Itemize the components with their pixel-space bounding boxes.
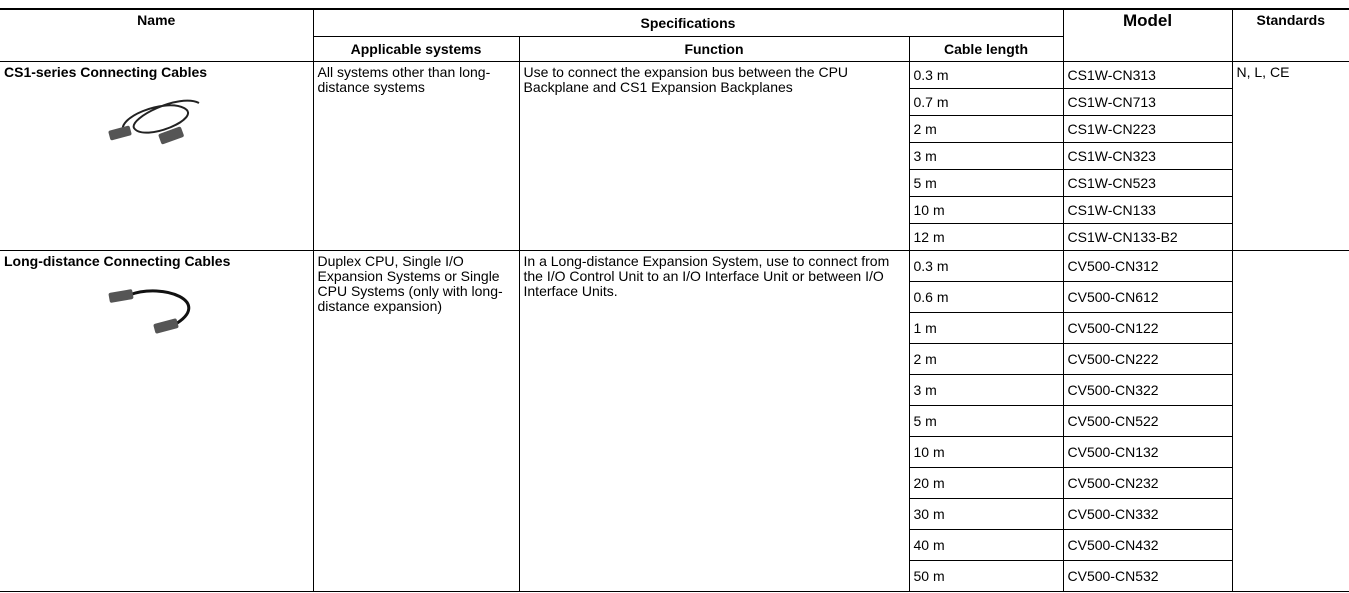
cable-image	[108, 289, 191, 334]
model: CV500-CN232	[1062, 467, 1232, 499]
table-row: 12 m CS1W-CN133-B2	[0, 223, 1349, 251]
table-row: 5 m CS1W-CN523	[0, 169, 1349, 197]
cable-length: 2 m	[908, 343, 1063, 375]
cable-length: 0.3 m	[908, 250, 1063, 282]
table-row: 30 m CV500-CN332	[0, 498, 1349, 530]
cable-image	[108, 99, 200, 145]
header-cell: Name	[0, 8, 313, 62]
header-cell: Model	[1062, 8, 1232, 62]
cable-length: 0.7 m	[908, 88, 1063, 116]
model: CV500-CN312	[1062, 250, 1232, 282]
cable-length: 0.3 m	[908, 61, 1063, 89]
model: CV500-CN612	[1062, 281, 1232, 313]
model: CS1W-CN323	[1062, 142, 1232, 170]
product-name-text: Long-distance Connecting Cables	[4, 253, 231, 269]
model: CS1W-CN133	[1062, 196, 1232, 224]
table-row: Long-distance Connecting Cables Duplex CP…	[0, 250, 1349, 592]
header-cell: Standards	[1231, 8, 1349, 62]
table-row: 10 m CV500-CN132	[0, 436, 1349, 468]
cable-length: 10 m	[908, 436, 1063, 468]
model: CV500-CN132	[1062, 436, 1232, 468]
table-row: 2 m CS1W-CN223	[0, 115, 1349, 143]
table-row: CS1-series Connecting Cables All systems …	[0, 61, 1349, 251]
cable-length: 40 m	[908, 529, 1063, 561]
table-row: 10 m CS1W-CN133	[0, 196, 1349, 224]
cable-length: 30 m	[908, 498, 1063, 530]
applicable-systems: All systems other than long-distance sys…	[312, 61, 519, 251]
model: CV500-CN322	[1062, 374, 1232, 406]
header-cell: Applicable systems	[312, 36, 519, 62]
table-row: 40 m CV500-CN432	[0, 529, 1349, 561]
cable-length: 0.6 m	[908, 281, 1063, 313]
header-cell: Function	[518, 36, 909, 62]
cable-length: 1 m	[908, 312, 1063, 344]
cable-length: 2 m	[908, 115, 1063, 143]
model: CS1W-CN313	[1062, 61, 1232, 89]
table-body: CS1-series Connecting Cables All systems …	[0, 61, 1349, 592]
model: CV500-CN532	[1062, 560, 1232, 592]
table-row: 0.6 m CV500-CN612	[0, 281, 1349, 313]
cable-length: 5 m	[908, 169, 1063, 197]
table-row: 3 m CS1W-CN323	[0, 142, 1349, 170]
cable-length: 5 m	[908, 405, 1063, 437]
table-row: 3 m CV500-CN322	[0, 374, 1349, 406]
model: CV500-CN332	[1062, 498, 1232, 530]
page: {"header": {"name": "Name", "specificati…	[0, 8, 1349, 593]
model: CS1W-CN523	[1062, 169, 1232, 197]
function: In a Long-distance Expansion System, use…	[518, 250, 909, 592]
model: CV500-CN222	[1062, 343, 1232, 375]
cable-length: 3 m	[908, 374, 1063, 406]
model: CV500-CN522	[1062, 405, 1232, 437]
table-row: 0.7 m CS1W-CN713	[0, 88, 1349, 116]
table-row: 20 m CV500-CN232	[0, 467, 1349, 499]
spec-table: Name Specifications Model Standards Appl…	[0, 8, 1349, 592]
cable-length: 50 m	[908, 560, 1063, 592]
header-cell: Cable length	[908, 36, 1063, 62]
table-row: 50 m CV500-CN532	[0, 560, 1349, 592]
model: CS1W-CN713	[1062, 88, 1232, 116]
cable-length: 20 m	[908, 467, 1063, 499]
cable-length: 12 m	[908, 223, 1063, 251]
product-name: Long-distance Connecting Cables	[0, 250, 313, 592]
header-cell: Specifications	[312, 8, 1063, 37]
cable-length: 3 m	[908, 142, 1063, 170]
model: CV500-CN432	[1062, 529, 1232, 561]
table-row: 5 m CV500-CN522	[0, 405, 1349, 437]
standards: N, L, CE	[1231, 61, 1349, 251]
table-row: 1 m CV500-CN122	[0, 312, 1349, 344]
applicable-systems: Duplex CPU, Single I/O Expansion Systems…	[312, 250, 519, 592]
model: CV500-CN122	[1062, 312, 1232, 344]
cable-length: 10 m	[908, 196, 1063, 224]
product-name-text: CS1-series Connecting Cables	[4, 64, 208, 80]
standards	[1231, 250, 1349, 592]
model: CS1W-CN223	[1062, 115, 1232, 143]
function: Use to connect the expansion bus between…	[518, 61, 909, 251]
table-row: 2 m CV500-CN222	[0, 343, 1349, 375]
product-name: CS1-series Connecting Cables	[0, 61, 313, 251]
model: CS1W-CN133-B2	[1062, 223, 1232, 251]
